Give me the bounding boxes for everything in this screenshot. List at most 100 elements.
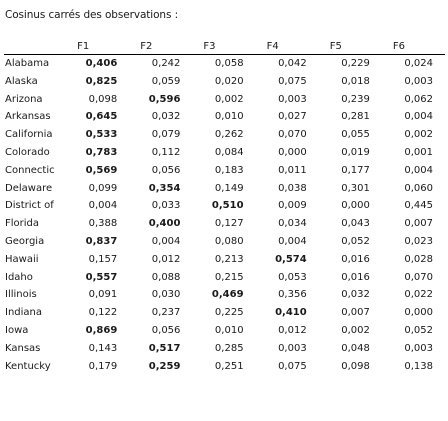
table-cell: 0,016 <box>341 253 370 265</box>
table-row: Idaho 0,557 0,088 0,215 0,053 0,016 0,070 <box>4 269 445 287</box>
table-cell: 0,099 <box>88 182 118 194</box>
table-cell: 0,510 <box>211 200 244 212</box>
row-label: Connectic <box>5 164 55 176</box>
row-label: Alabama <box>4 53 67 73</box>
table-cell: 0,010 <box>214 111 244 123</box>
table-row: Arkansas 0,645 0,032 0,010 0,027 0,281 0,004 <box>4 108 445 126</box>
table-cell: 0,018 <box>341 75 370 87</box>
table-cell: 0,157 <box>88 253 118 265</box>
row-label: Delaware <box>5 182 53 194</box>
table-cell: 0,251 <box>214 360 244 372</box>
table-cell: 0,239 <box>341 93 370 105</box>
table-cell: 0,262 <box>214 129 244 141</box>
table-cell: 0,060 <box>404 182 433 194</box>
table-cell: 0,003 <box>404 75 433 87</box>
table-cell: 0,022 <box>404 289 433 301</box>
table-cell: 0,557 <box>85 271 118 283</box>
table-cell: 0,079 <box>151 129 181 141</box>
table-row: Connectic 0,569 0,056 0,183 0,011 0,177 0,004 <box>4 162 445 180</box>
table-cell: 0,112 <box>151 146 181 158</box>
table-cell: 0,059 <box>151 75 181 87</box>
row-label: Arizona <box>5 93 43 105</box>
row-label: Hawaii <box>5 253 39 265</box>
table-cell: 0,075 <box>278 360 307 372</box>
table-row: Delaware 0,099 0,354 0,149 0,038 0,301 0,060 <box>4 180 445 198</box>
table-cell: 0,084 <box>214 146 244 158</box>
table-title: Cosinus carrés des observations : <box>5 9 179 21</box>
table-cell: 0,010 <box>214 324 244 336</box>
row-label: District of <box>5 200 54 212</box>
table-cell: 0,645 <box>85 111 118 123</box>
row-label: Florida <box>5 218 40 230</box>
table-cell: 0,596 <box>148 93 181 105</box>
table-cell: 0,016 <box>341 271 370 283</box>
row-label: Alaska <box>5 75 38 87</box>
table-cell: 0,410 <box>275 307 307 319</box>
table-cell: 0,225 <box>214 307 244 319</box>
table-cell: 0,004 <box>278 235 307 247</box>
table-row: Illinois 0,091 0,030 0,469 0,356 0,032 0,022 <box>4 286 445 304</box>
row-label: Indiana <box>5 307 43 319</box>
table-cell: 0,020 <box>214 75 244 87</box>
table-cell: 0,242 <box>129 53 193 73</box>
table-cell: 0,213 <box>214 253 244 265</box>
table-cell: 0,000 <box>404 307 433 319</box>
table-cell: 0,034 <box>278 218 307 230</box>
table-cell: 0,001 <box>404 146 433 158</box>
table-cell: 0,070 <box>278 129 307 141</box>
table-row: Florida 0,388 0,400 0,127 0,034 0,043 0,007 <box>4 215 445 233</box>
table-row: Arizona 0,098 0,596 0,002 0,003 0,239 0,062 <box>4 91 445 109</box>
row-label: Idaho <box>5 271 33 283</box>
table-cell: 0,052 <box>404 324 433 336</box>
table-cell: 0,301 <box>341 182 370 194</box>
table-cell: 0,003 <box>278 342 307 354</box>
table-cell: 0,080 <box>214 235 244 247</box>
row-label: California <box>5 129 53 141</box>
table-cell: 0,056 <box>151 164 181 176</box>
table-cell: 0,138 <box>404 360 433 372</box>
table-cell: 0,032 <box>151 111 181 123</box>
table-cell: 0,062 <box>404 93 433 105</box>
table-cell: 0,098 <box>88 93 118 105</box>
column-header: F5 <box>318 40 382 55</box>
table-cell: 0,869 <box>85 324 118 336</box>
row-label: Kansas <box>5 342 41 354</box>
column-header: F2 <box>129 40 193 55</box>
table-cell: 0,122 <box>88 307 118 319</box>
table-row: Alabama 0,406 0,242 0,058 0,042 0,229 0,024 <box>4 53 445 73</box>
table-cell: 0,024 <box>381 53 445 73</box>
table-cell: 0,056 <box>151 324 181 336</box>
column-header: F6 <box>381 40 445 55</box>
table-cell: 0,011 <box>278 164 307 176</box>
row-label: Kentucky <box>5 360 51 372</box>
table-cell: 0,058 <box>192 53 256 73</box>
table-cell: 0,281 <box>341 111 370 123</box>
table-row: Georgia 0,837 0,004 0,080 0,004 0,052 0,023 <box>4 233 445 251</box>
table-cell: 0,229 <box>318 53 382 73</box>
table-cell: 0,533 <box>85 129 118 141</box>
table-cell: 0,091 <box>88 289 118 301</box>
table-cell: 0,285 <box>214 342 244 354</box>
table-cell: 0,088 <box>151 271 181 283</box>
table-cell: 0,356 <box>278 289 307 301</box>
table-cell: 0,048 <box>341 342 370 354</box>
table-cell: 0,038 <box>278 182 307 194</box>
column-header: F3 <box>192 40 256 55</box>
table-cell: 0,179 <box>88 360 118 372</box>
table-cell: 0,043 <box>341 218 370 230</box>
table-cell: 0,837 <box>85 235 118 247</box>
table-cell: 0,002 <box>404 129 433 141</box>
table-cell: 0,183 <box>214 164 244 176</box>
table-cell: 0,023 <box>404 235 433 247</box>
table-cell: 0,400 <box>148 218 181 230</box>
table-cell: 0,215 <box>214 271 244 283</box>
table-cell: 0,030 <box>151 289 181 301</box>
table-cell: 0,027 <box>278 111 307 123</box>
row-label: Illinois <box>5 289 37 301</box>
table-cell: 0,004 <box>151 235 181 247</box>
squared-cosines-table: F1 F2 F3 F4 F5 F6 Alabama 0,406 0,242 0,058… <box>4 40 445 375</box>
table-cell: 0,004 <box>404 164 433 176</box>
table-cell: 0,007 <box>404 218 433 230</box>
table-cell: 0,028 <box>404 253 433 265</box>
row-label-header <box>4 40 67 55</box>
